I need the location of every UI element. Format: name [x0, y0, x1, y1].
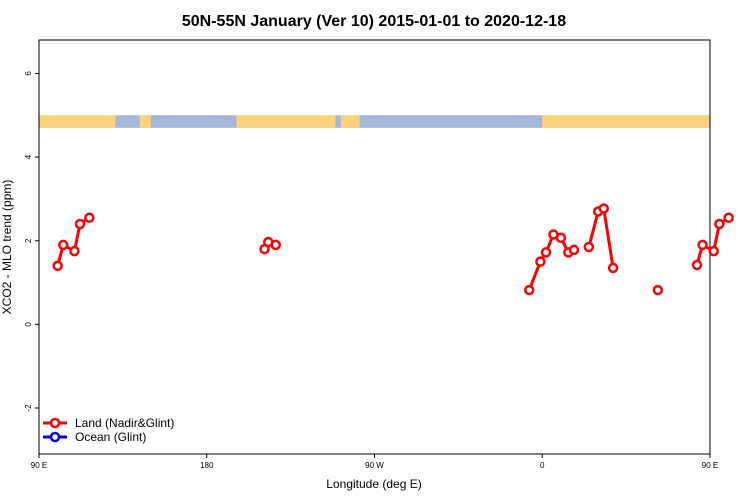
map-land-band: [340, 115, 360, 128]
map-strip: [39, 115, 710, 128]
series-land: [52, 203, 734, 296]
data-point: [523, 284, 535, 296]
x-tick-label: 90 W: [365, 461, 384, 470]
x-axis: 90 E 180 90 W 0 90 E: [31, 454, 718, 470]
legend: Land (Nadir&Glint) Ocean (Glint): [43, 416, 174, 444]
data-point: [74, 218, 86, 230]
data-point: [607, 262, 619, 274]
y-axis: -2 0 2 4 6: [24, 71, 39, 412]
map-land-band: [236, 115, 336, 128]
data-point: [697, 239, 708, 251]
series-line: [587, 207, 615, 269]
y-tick-label: 6: [24, 71, 33, 76]
data-point: [691, 259, 703, 271]
data-point: [84, 212, 95, 223]
x-tick-label: 0: [540, 461, 545, 470]
legend-ocean-label: Ocean (Glint): [75, 430, 146, 444]
map-land-band: [542, 115, 710, 128]
y-tick-label: 2: [24, 238, 33, 243]
data-point: [708, 245, 719, 257]
x-axis-label: Longitude (deg E): [326, 477, 421, 491]
y-tick-label: -2: [24, 404, 33, 412]
map-land-band: [39, 115, 116, 128]
data-point: [568, 244, 580, 256]
y-axis-label: XCO2 - MLO trend (ppm): [0, 180, 14, 315]
data-point: [535, 256, 546, 267]
y-tick-label: 0: [24, 322, 33, 327]
map-land-band: [139, 115, 151, 128]
data-point: [57, 239, 69, 251]
data-point: [69, 245, 80, 257]
data-point: [598, 203, 610, 214]
legend-land-label: Land (Nadir&Glint): [75, 416, 174, 430]
data-point: [555, 232, 567, 244]
data-point: [52, 260, 63, 272]
data-point: [652, 284, 664, 296]
x-tick-label: 90 E: [31, 461, 47, 470]
y-tick-label: 4: [24, 154, 33, 159]
x-tick-label: 90 E: [702, 461, 718, 470]
data-point: [714, 218, 725, 230]
legend-land-marker: [49, 417, 61, 429]
data-point: [540, 247, 552, 258]
chart-title: 50N-55N January (Ver 10) 2015-01-01 to 2…: [182, 13, 566, 30]
data-point: [723, 212, 734, 223]
data-point: [583, 241, 595, 253]
data-point: [270, 239, 281, 251]
legend-ocean-marker: [49, 431, 61, 443]
x-tick-label: 180: [200, 461, 214, 470]
